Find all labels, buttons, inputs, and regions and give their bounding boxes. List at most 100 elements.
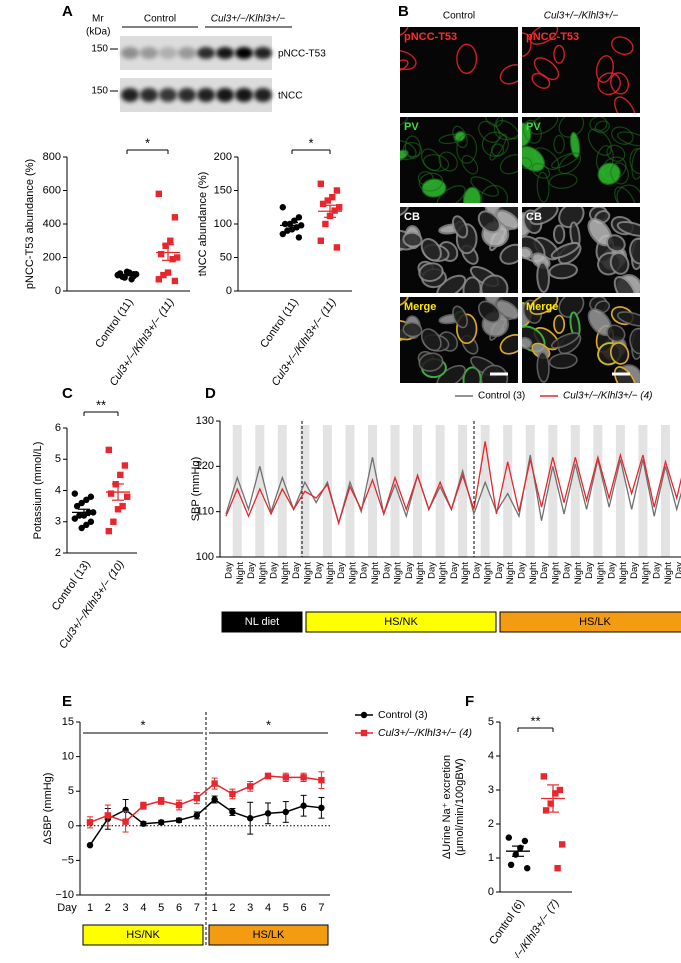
panel-letter: B [398, 3, 409, 20]
x-tick-label: 4 [140, 902, 146, 914]
blot-band [254, 88, 272, 102]
micrograph [400, 207, 518, 293]
x-tick-label: Day [516, 562, 527, 579]
tubule [553, 44, 565, 64]
phase-box [305, 611, 497, 633]
data-point [105, 527, 112, 535]
x-tick-label: 3 [247, 902, 253, 914]
x-tick-label: Night [257, 562, 268, 585]
data-point [264, 772, 272, 780]
data-point [121, 462, 129, 469]
x-tick-label: Day [224, 562, 235, 579]
tubule [436, 274, 467, 293]
x-tick-label: Control (11) [93, 297, 136, 351]
data-point [247, 814, 254, 822]
data-point [193, 794, 200, 802]
y-tick-label: 130 [196, 415, 214, 427]
data-point [71, 490, 79, 497]
tubule [613, 366, 637, 383]
x-tick-label: 3 [123, 902, 129, 914]
x-tick-label: 5 [158, 902, 164, 914]
tubule [418, 172, 444, 192]
tubule [420, 328, 442, 352]
y-tick-label: 110 [196, 506, 214, 518]
panel-letter: C [62, 385, 73, 402]
tubule [550, 332, 580, 349]
micrograph-label: pNCC-T53 [526, 31, 579, 43]
data-point [87, 518, 95, 525]
data-point [264, 810, 272, 817]
night-shading [367, 425, 377, 557]
data-point [117, 471, 124, 479]
x-tick-label: Control (6) [487, 898, 527, 947]
x-tick-label: Day [539, 562, 550, 579]
tubule [493, 117, 518, 141]
tubule [480, 274, 509, 293]
data-point [554, 865, 561, 872]
x-tick-label: 6 [176, 902, 182, 914]
panel-letter: F [465, 693, 474, 710]
data-point [104, 812, 111, 819]
tubule [595, 55, 614, 83]
y-tick-label: 0 [55, 285, 61, 297]
tubule [499, 333, 518, 355]
data-point [505, 834, 512, 841]
data-point [78, 524, 85, 532]
x-tick-label: Night [618, 562, 629, 585]
micrograph-label: pNCC-T53 [404, 31, 457, 43]
data-point [333, 187, 341, 194]
data-point [524, 865, 531, 872]
x-tick-label: 2 [229, 902, 235, 914]
y-axis-title: (μmol/min/100gBW) [454, 758, 466, 855]
x-tick-label: Cul3+/−/Klhl3+/− (10) [57, 558, 127, 651]
data-point [211, 780, 218, 787]
data-point [110, 518, 117, 525]
night-shading [435, 425, 445, 557]
tubule [597, 162, 621, 186]
y-axis-title: ΔUrine Na⁺ excretion [441, 755, 453, 859]
y-tick-label: 100 [196, 551, 214, 563]
x-tick-label: Day [449, 562, 460, 579]
data-point [318, 776, 325, 784]
blot-band [216, 88, 234, 102]
x-tick-label: Night [393, 562, 404, 585]
data-point [87, 493, 95, 500]
data-point [229, 790, 236, 798]
y-tick-label: 0 [226, 285, 232, 297]
data-point [155, 190, 162, 198]
y-tick-label: 100 [214, 218, 232, 230]
y-tick-label: 400 [43, 218, 61, 230]
data-point [140, 820, 147, 827]
tubule [477, 300, 501, 324]
data-point [122, 818, 129, 825]
data-point [105, 446, 112, 454]
x-tick-label: Night [640, 562, 651, 585]
data-point [281, 220, 289, 228]
tubule [400, 27, 409, 37]
tubule [617, 131, 640, 147]
data-point [333, 244, 341, 251]
data-point [300, 774, 307, 781]
data-point [521, 837, 529, 845]
tubule [462, 186, 482, 203]
x-tick-label: Night [528, 562, 539, 585]
tubule [421, 148, 442, 172]
x-tick-label: Night [347, 562, 358, 585]
y-tick-label: 5 [68, 785, 74, 797]
data-point [155, 276, 162, 283]
mr-unit: (kDa) [86, 27, 110, 38]
series-line [225, 454, 681, 526]
y-tick-label: 2 [55, 547, 61, 559]
tubule [522, 32, 532, 58]
tubule [400, 207, 410, 217]
tubule [402, 231, 423, 248]
night-shading [548, 425, 558, 557]
y-axis-title: Potassium (mmol/L) [32, 442, 44, 540]
y-tick-label: −5 [61, 854, 74, 866]
night-shading [255, 425, 265, 557]
panel-letter: D [205, 385, 216, 402]
x-tick-label: Day [359, 562, 370, 579]
blot-band [254, 47, 272, 59]
